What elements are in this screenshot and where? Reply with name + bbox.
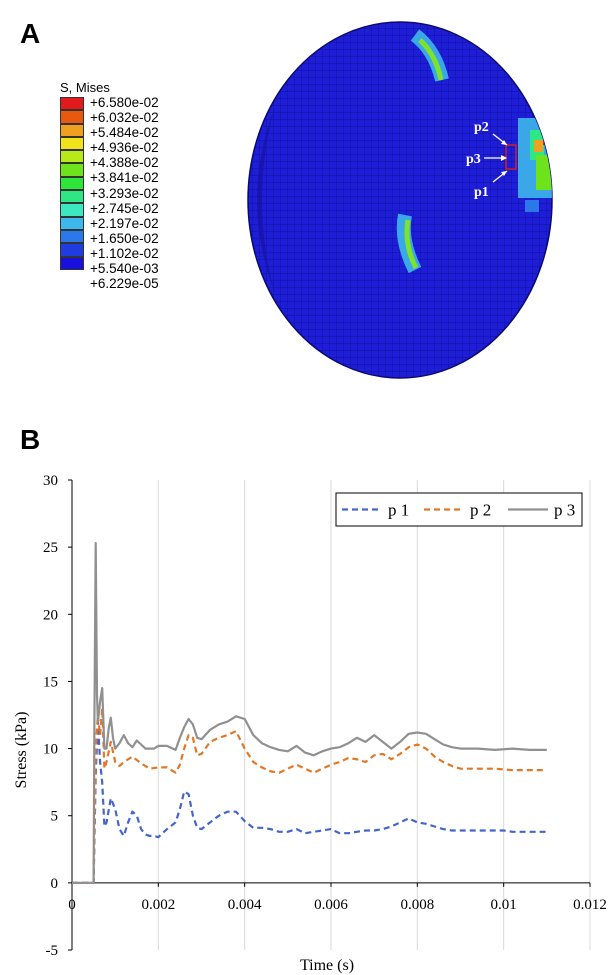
legend-swatch xyxy=(60,136,84,151)
sphere-contour-plot: p2 p3 p1 xyxy=(247,21,553,379)
point-markers: p2 p3 p1 xyxy=(466,120,508,200)
contour-legend-swatches xyxy=(60,97,84,270)
legend-value-label: +6.580e-02 xyxy=(90,95,159,110)
series-line-1 xyxy=(72,720,547,884)
legend-swatch xyxy=(60,229,84,244)
chart-series xyxy=(72,541,547,884)
panel-b-label: B xyxy=(20,424,41,455)
legend-value-label: +3.841e-02 xyxy=(90,170,159,186)
legend-value-label: +6.229e-05 xyxy=(90,276,159,292)
legend-swatch xyxy=(60,243,84,257)
legend-swatch xyxy=(60,123,84,137)
contour-legend-labels: +6.580e-02 +6.032e-02 +5.484e-02 +4.936e-02… xyxy=(90,95,159,291)
legend-swatch xyxy=(60,176,84,191)
y-tick-label: 10 xyxy=(43,742,58,758)
legend-value-label: +1.650e-02 xyxy=(90,230,159,246)
y-tick-label: 15 xyxy=(43,674,58,690)
legend-entry-2: p 2 xyxy=(470,501,491,520)
chart-legend: p 1 p 2 p 3 xyxy=(335,492,583,527)
y-tick-label: 25 xyxy=(43,540,58,556)
legend-swatch xyxy=(60,203,84,217)
chart-grid xyxy=(157,480,591,950)
y-tick-label: -5 xyxy=(46,943,59,959)
legend-value-label: +1.102e-02 xyxy=(90,245,159,261)
legend-entry-1: p 1 xyxy=(388,501,409,520)
legend-value-label: +4.388e-02 xyxy=(90,155,159,171)
panel-a-label: A xyxy=(20,18,41,49)
legend-value-label: +5.484e-02 xyxy=(90,125,159,141)
legend-swatch xyxy=(60,216,84,230)
x-axis-label: Time (s) xyxy=(300,957,354,974)
x-tick-label: 0.002 xyxy=(141,897,175,913)
x-tick-label: 0.01 xyxy=(491,897,517,913)
legend-value-label: +5.540e-03 xyxy=(90,261,159,277)
point-label-p2: p2 xyxy=(474,120,489,135)
legend-entry-3: p 3 xyxy=(554,501,575,520)
legend-swatch xyxy=(60,150,84,164)
y-tick-labels: -5 0 5 10 15 20 25 30 xyxy=(43,473,58,959)
point-label-p1: p1 xyxy=(474,185,489,200)
x-tick-label: 0.004 xyxy=(228,897,262,913)
y-tick-label: 30 xyxy=(43,473,58,489)
legend-swatch xyxy=(60,190,84,204)
legend-swatch xyxy=(60,110,84,124)
legend-value-label: +2.745e-02 xyxy=(90,200,159,216)
stress-time-chart: -5 0 5 10 15 20 25 30 0 0.002 0.004 0.006 0.008 0.01… xyxy=(13,473,607,974)
chart-axes xyxy=(68,479,591,951)
legend-swatch xyxy=(60,256,84,270)
y-axis-label: Stress (kPa) xyxy=(13,712,30,789)
sphere-body xyxy=(247,21,553,379)
legend-value-label: +2.197e-02 xyxy=(90,215,159,231)
x-tick-label: 0.012 xyxy=(573,897,607,913)
y-tick-label: 5 xyxy=(51,809,59,825)
legend-value-label: +4.936e-02 xyxy=(90,140,159,156)
contour-legend-title: S, Mises xyxy=(60,80,110,95)
legend-swatch xyxy=(60,163,84,177)
legend-swatch xyxy=(60,97,84,111)
series-line-3 xyxy=(72,541,547,884)
y-tick-label: 0 xyxy=(51,876,59,892)
y-tick-label: 20 xyxy=(43,607,58,623)
x-tick-label: 0.008 xyxy=(400,897,434,913)
legend-value-label: +6.032e-02 xyxy=(90,110,159,126)
point-label-p3: p3 xyxy=(466,152,481,167)
x-tick-label: 0.006 xyxy=(314,897,348,913)
legend-value-label: +3.293e-02 xyxy=(90,185,159,201)
x-tick-label: 0 xyxy=(68,897,76,913)
series-line-2 xyxy=(72,707,547,884)
x-tick-labels: 0 0.002 0.004 0.006 0.008 0.01 0.012 xyxy=(68,897,607,913)
